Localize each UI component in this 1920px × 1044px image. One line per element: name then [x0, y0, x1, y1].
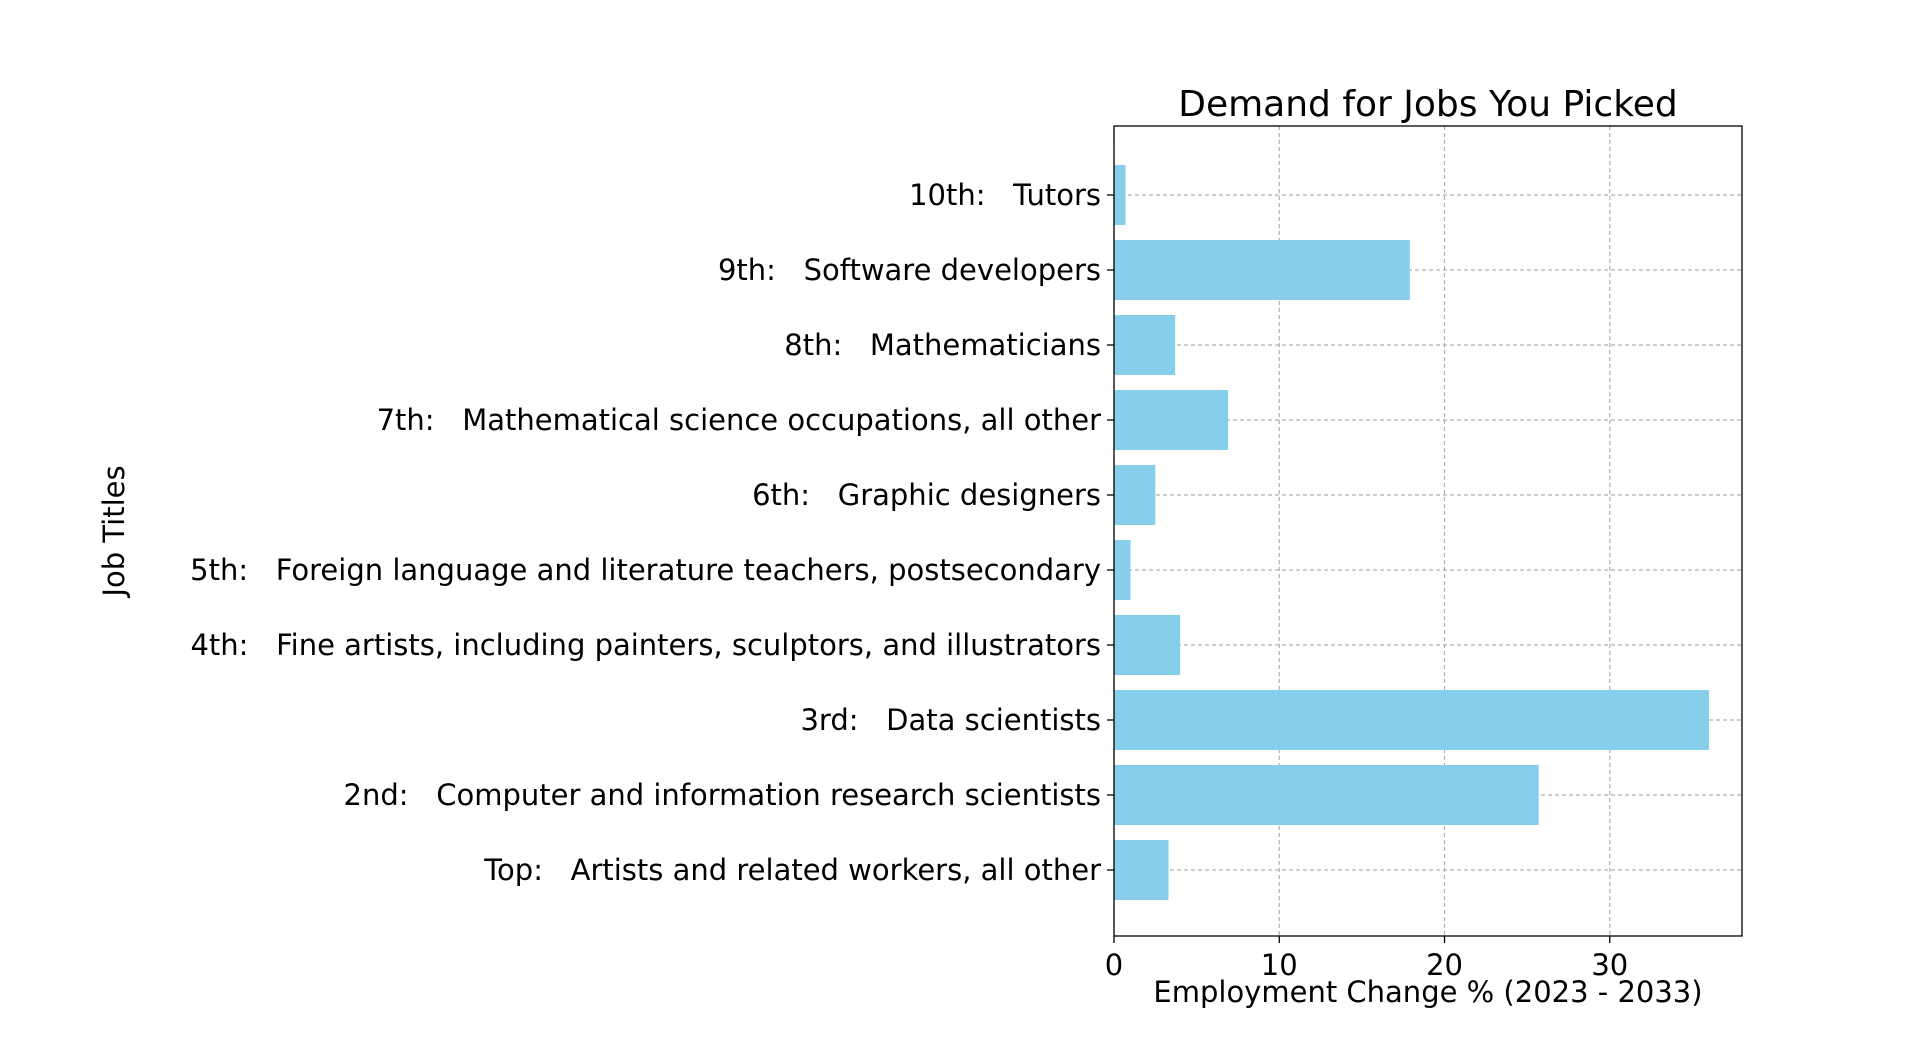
y-tick-label: 2nd: Computer and information research s…: [344, 778, 1101, 812]
bar: [1114, 465, 1156, 525]
x-tick-labels: 0 10 20 30: [1105, 936, 1628, 982]
y-axis-title: Job Titles: [97, 465, 131, 598]
bar: [1114, 690, 1709, 750]
y-tick-label: 4th: Fine artists, including painters, s…: [190, 628, 1101, 662]
y-tick-label: 3rd: Data scientists: [800, 703, 1101, 737]
x-tick-label: 20: [1426, 948, 1463, 982]
bar: [1114, 240, 1410, 300]
bar: [1114, 765, 1539, 825]
chart-title: Demand for Jobs You Picked: [1178, 84, 1678, 125]
x-tick-label: 0: [1105, 948, 1123, 982]
x-tick-label: 10: [1261, 948, 1298, 982]
bar: [1114, 615, 1181, 675]
y-tick-label: 9th: Software developers: [718, 253, 1101, 287]
x-axis-title: Employment Change % (2023 - 2033): [1153, 975, 1702, 1009]
y-tick-labels: Top: Artists and related workers, all ot…: [190, 178, 1114, 887]
x-tick-label: 30: [1591, 948, 1628, 982]
bar-layer: [1114, 165, 1709, 900]
bar: [1114, 540, 1131, 600]
y-tick-label: 7th: Mathematical science occupations, a…: [377, 403, 1102, 437]
bar: [1114, 390, 1229, 450]
bar: [1114, 165, 1126, 225]
y-tick-label: 5th: Foreign language and literature tea…: [190, 553, 1101, 587]
bar: [1114, 840, 1169, 900]
plot-frame: [1113, 125, 1743, 937]
y-tick-label: Top: Artists and related workers, all ot…: [483, 853, 1101, 887]
y-tick-label: 8th: Mathematicians: [784, 328, 1101, 362]
y-tick-label: 6th: Graphic designers: [752, 478, 1101, 512]
bar: [1114, 315, 1176, 375]
y-tick-label: 10th: Tutors: [909, 178, 1101, 212]
